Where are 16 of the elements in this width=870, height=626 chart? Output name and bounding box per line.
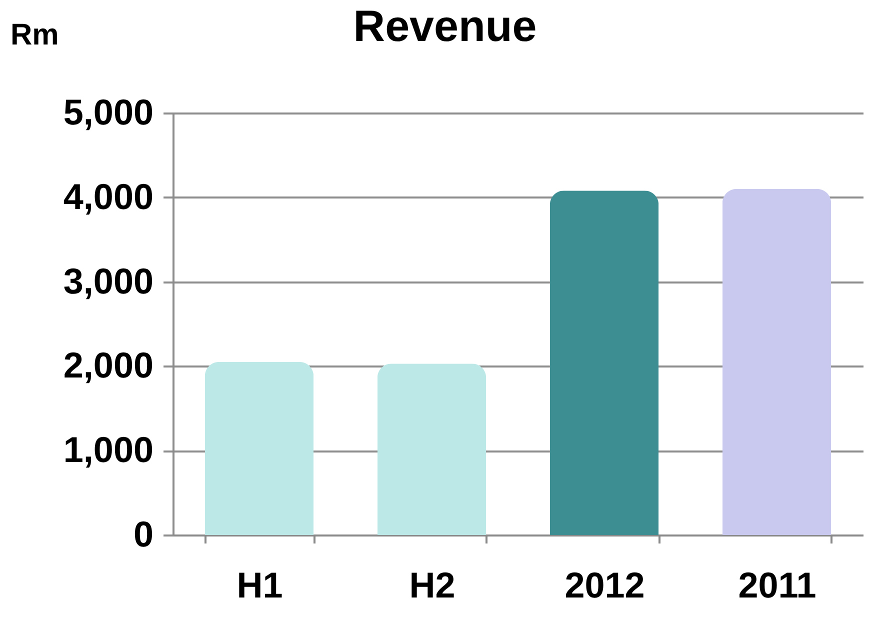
- y-axis-title: Rm: [10, 18, 59, 52]
- bar: [550, 190, 659, 535]
- bar: [722, 188, 832, 535]
- x-tick-label: H2: [409, 564, 456, 606]
- y-tick-label: 3,000: [63, 260, 154, 302]
- y-tick-label: 2,000: [63, 344, 154, 386]
- chart-title: Revenue: [353, 2, 537, 51]
- x-tick-label: 2012: [564, 564, 645, 606]
- bar: [377, 364, 486, 535]
- y-tick-label: 1,000: [63, 429, 154, 470]
- x-tick-label: 2011: [738, 564, 816, 606]
- y-tick-label: 4,000: [63, 176, 154, 217]
- bar: [204, 362, 314, 535]
- y-tick-label: 0: [133, 514, 154, 554]
- x-tick-label: H1: [236, 564, 283, 606]
- y-tick-label: 5,000: [63, 92, 154, 132]
